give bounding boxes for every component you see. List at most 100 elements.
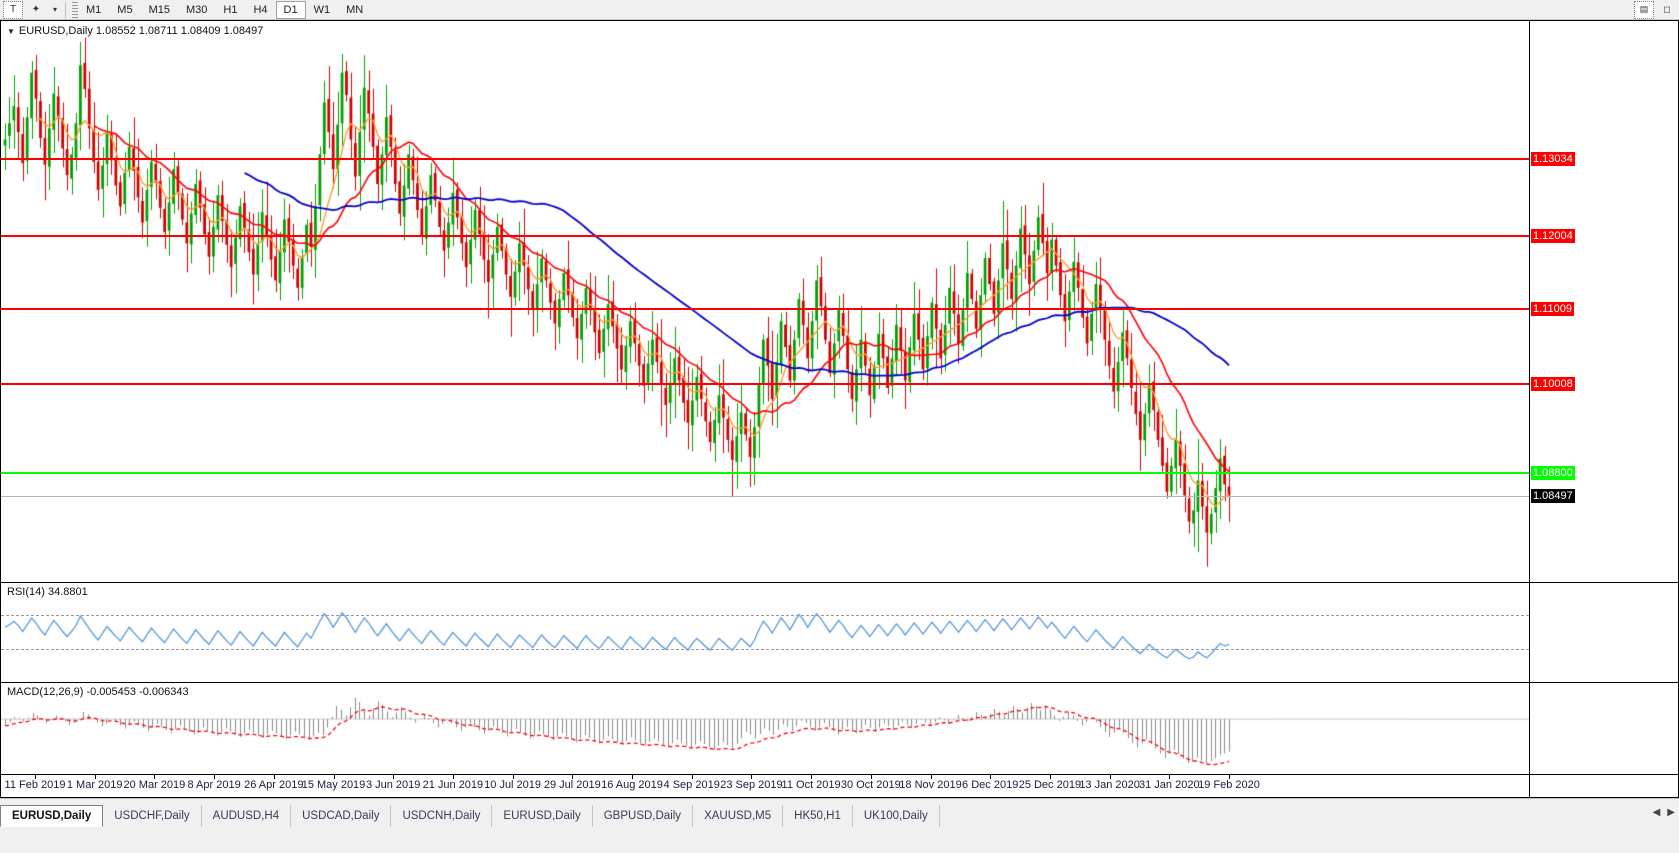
resistance-price-tag[interactable]: 1.10008: [1531, 376, 1575, 391]
scroll-left-icon[interactable]: ◀: [1652, 807, 1661, 818]
time-tick: [35, 775, 36, 779]
time-tick: [214, 775, 216, 779]
chart-menu-caret-icon[interactable]: ▼: [7, 26, 15, 36]
scroll-right-icon[interactable]: ▶: [1667, 807, 1675, 818]
time-tick: [273, 775, 275, 779]
time-label: 6 Dec 2019: [962, 779, 1019, 791]
chart-tab-0[interactable]: EURUSD,Daily: [0, 805, 104, 827]
indicators-icon[interactable]: ✦: [31, 4, 41, 15]
time-tick: [572, 775, 574, 779]
candlestick-canvas: [1, 21, 1529, 582]
price-axis[interactable]: 1.147901.143701.139501.135301.131101.126…: [1529, 21, 1679, 582]
chart-tab-3[interactable]: USDCAD,Daily: [291, 805, 392, 827]
chart-tab-2[interactable]: AUDUSD,H4: [202, 805, 292, 827]
rsi-label: RSI(14) 34.8801: [7, 586, 88, 598]
chart-tab-4[interactable]: USDCNH,Daily: [391, 805, 493, 827]
time-tick: [1109, 775, 1111, 779]
time-tick: [990, 775, 992, 779]
timeframe-m30[interactable]: M30: [185, 3, 208, 16]
chart-tab-7[interactable]: XAUUSD,M5: [693, 805, 784, 827]
price-pane[interactable]: ▼ EURUSD,Daily 1.08552 1.08711 1.08409 1…: [1, 21, 1679, 583]
chart-tab-1[interactable]: USDCHF,Daily: [103, 805, 202, 827]
time-label: 20 Mar 2019: [123, 779, 186, 791]
chart-tab-8[interactable]: HK50,H1: [783, 805, 853, 827]
resistance-line[interactable]: [1, 234, 1529, 237]
time-label: 13 Jan 2020: [1079, 779, 1140, 791]
maximize-icon[interactable]: ◻: [1663, 4, 1671, 14]
resistance-line[interactable]: [1, 308, 1529, 311]
rsi-level-70: [1, 614, 1529, 616]
current-price-line: [1, 495, 1529, 497]
toolbar-divider: [65, 1, 66, 18]
timeframe-d1[interactable]: D1: [275, 0, 306, 19]
chart-tabbar: EURUSD,Daily USDCHF,Daily AUDUSD,H4 USDCAD,…: [0, 798, 1679, 853]
timeframe-m1[interactable]: M1: [86, 3, 102, 16]
time-tick: [691, 775, 693, 779]
resistance-line[interactable]: [1, 382, 1529, 385]
resistance-line[interactable]: [1, 158, 1529, 161]
chart-tabs[interactable]: EURUSD,Daily USDCHF,Daily AUDUSD,H4 USDCAD,…: [0, 805, 940, 827]
text-tool-icon[interactable]: T: [3, 0, 23, 19]
tab-scroll-controls[interactable]: ◀ ▶: [1653, 807, 1675, 818]
time-tick: [94, 775, 96, 779]
time-axis-labels: 11 Feb 2019 1 Mar 2019 20 Mar 2019 8 Apr 20…: [1, 775, 1529, 797]
time-label: 23 Sep 2019: [720, 779, 783, 791]
time-axis-corner: [1529, 775, 1678, 797]
time-label: 26 Apr 2019: [244, 779, 304, 791]
time-label: 21 Jun 2019: [422, 779, 484, 791]
time-tick: [512, 775, 514, 779]
support-line[interactable]: [1, 472, 1529, 475]
timeframe-m15[interactable]: M15: [148, 3, 170, 16]
timeframe-h4[interactable]: H4: [253, 3, 268, 16]
macd-pane[interactable]: MACD(12,26,9) -0.005453 -0.006343 0.0047…: [1, 683, 1679, 775]
time-label: 16 Aug 2019: [601, 779, 663, 791]
macd-axis: 0.0047380.00-0.00758: [1529, 683, 1679, 774]
timeframe-m5[interactable]: M5: [117, 3, 133, 16]
support-price-tag[interactable]: 1.08800: [1531, 466, 1575, 481]
time-label: 10 Jul 2019: [484, 779, 542, 791]
time-label: 18 Nov 2019: [899, 779, 962, 791]
chart-tab-9[interactable]: UK100,Daily: [853, 805, 940, 827]
time-tick: [1169, 775, 1171, 779]
time-tick: [1229, 775, 1230, 779]
time-axis[interactable]: 11 Feb 2019 1 Mar 2019 20 Mar 2019 8 Apr 20…: [1, 775, 1678, 797]
time-tick: [1049, 775, 1051, 779]
rsi-level-30: [1, 648, 1529, 650]
time-tick: [811, 775, 813, 779]
time-label: 3 Jun 2019: [365, 779, 421, 791]
toolbar-grip[interactable]: [72, 1, 78, 18]
chart-tab-6[interactable]: GBPUSD,Daily: [593, 805, 694, 827]
chart-area[interactable]: ▼ EURUSD,Daily 1.08552 1.08711 1.08409 1…: [0, 20, 1679, 798]
time-tick: [333, 775, 335, 779]
time-tick: [632, 775, 633, 779]
macd-plot[interactable]: MACD(12,26,9) -0.005453 -0.006343: [1, 683, 1529, 774]
chevron-down-icon[interactable]: ▾: [52, 5, 57, 14]
rsi-canvas: [1, 583, 1529, 682]
resistance-price-tag[interactable]: 1.11009: [1531, 302, 1574, 317]
panel-toggle-icon[interactable]: ▤: [1634, 0, 1654, 19]
time-label: 11 Feb 2019: [4, 779, 66, 791]
time-tick: [930, 775, 932, 779]
current-price-tag: 1.08497: [1531, 488, 1575, 503]
time-label: 19 Feb 2020: [1198, 779, 1260, 791]
rsi-pane[interactable]: RSI(14) 34.8801 10070300: [1, 583, 1678, 683]
price-plot[interactable]: ▼ EURUSD,Daily 1.08552 1.08711 1.08409 1…: [1, 21, 1529, 582]
time-tick: [452, 775, 454, 779]
time-tick: [870, 775, 872, 779]
time-label: 31 Jan 2020: [1139, 779, 1200, 791]
rsi-axis: 10070300: [1529, 583, 1678, 682]
time-label: 11 Oct 2019: [781, 779, 841, 791]
timeframe-h1[interactable]: H1: [223, 3, 238, 16]
resistance-price-tag[interactable]: 1.12004: [1531, 228, 1575, 243]
time-label: 30 Oct 2019: [840, 779, 901, 791]
macd-label: MACD(12,26,9) -0.005453 -0.006343: [7, 686, 189, 698]
timeframe-w1[interactable]: W1: [313, 3, 331, 16]
time-label: 4 Sep 2019: [663, 779, 720, 791]
resistance-price-tag[interactable]: 1.13034: [1531, 152, 1575, 167]
chart-tab-5[interactable]: EURUSD,Daily: [492, 805, 593, 827]
rsi-plot[interactable]: RSI(14) 34.8801: [1, 583, 1529, 682]
time-label: 1 Mar 2019: [66, 779, 123, 791]
toolbar-right-group: ▤ ◻: [1631, 0, 1679, 19]
timeframe-mn[interactable]: MN: [346, 3, 364, 16]
